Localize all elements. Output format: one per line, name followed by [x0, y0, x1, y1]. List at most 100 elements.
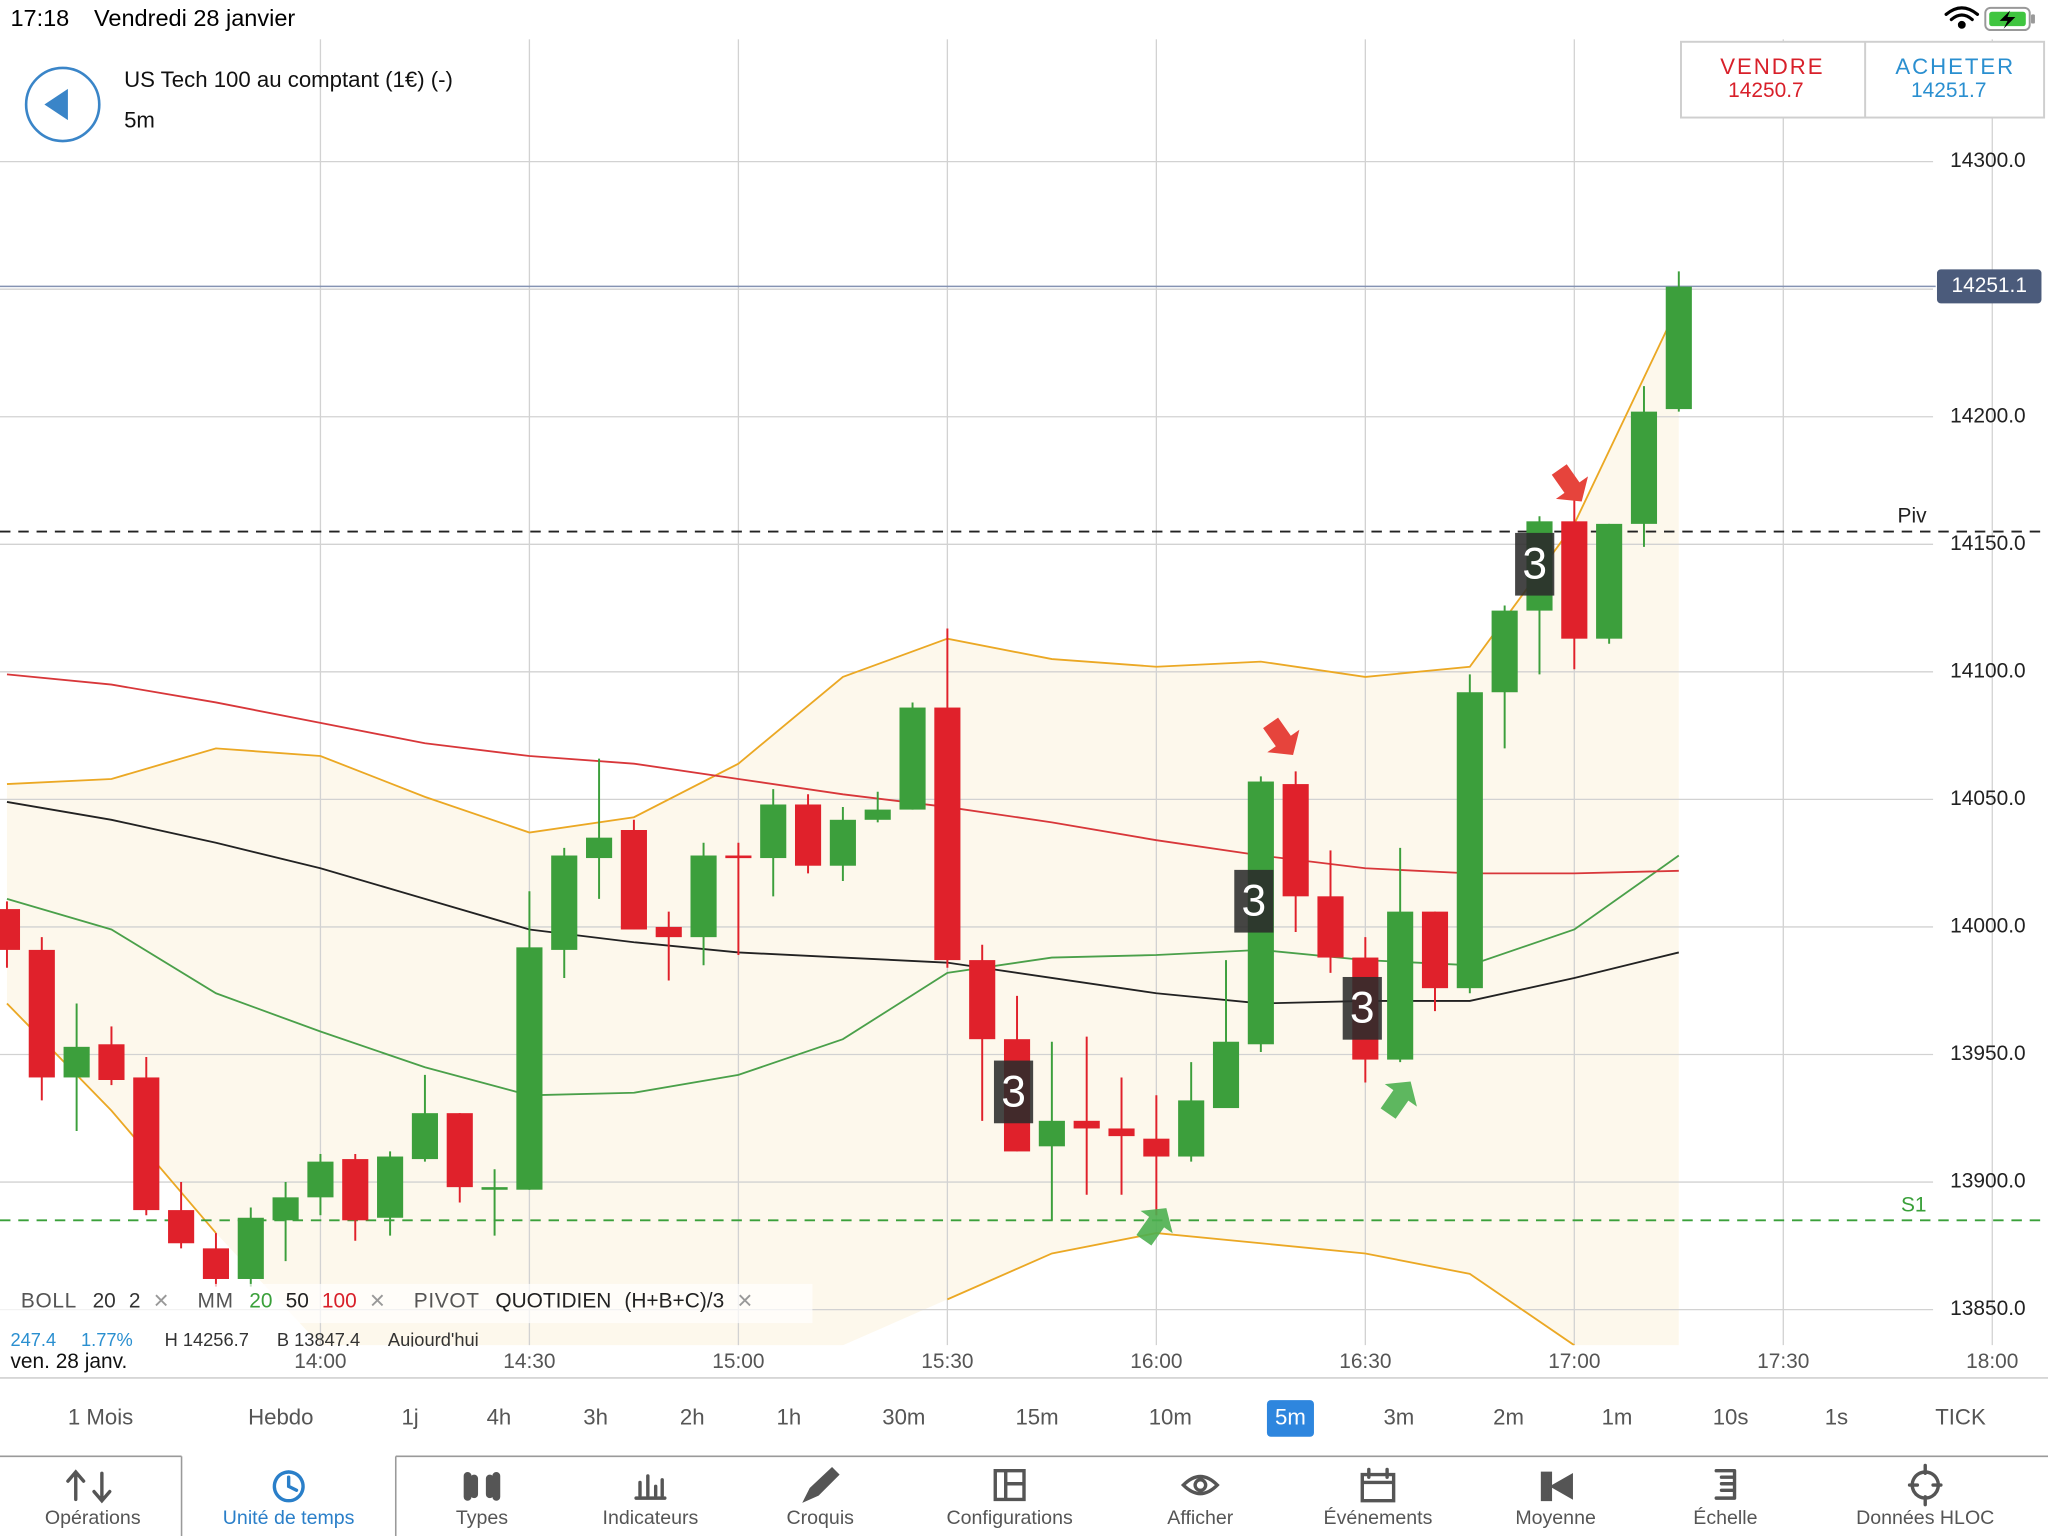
candle-body: [1561, 521, 1588, 639]
candle-body: [133, 1077, 160, 1211]
timeframe-button[interactable]: 30m: [882, 1404, 925, 1429]
overlay: 3 3 3 3 BOLL 20 2 × MM 20 50 100 × PIVOT QUOTIDIEN (H+B…: [0, 464, 1589, 1350]
timeframe-button[interactable]: 1s: [1825, 1404, 1848, 1429]
annotation-box: [1234, 869, 1274, 933]
candle-body: [1143, 1138, 1170, 1157]
current-price-box: [1936, 269, 2042, 304]
timeframe-bar: 1 Mois Hebdo 1j 4h 3h 2h 1h 30m 15m 10m 5m 3m 2m 1m 10…: [68, 1400, 1986, 1437]
toolbar-icon: [66, 1469, 112, 1504]
toolbar-icon: [802, 1467, 840, 1503]
y-tick-label: 14300.0: [1950, 149, 2025, 172]
timeframe-button[interactable]: Hebdo: [248, 1404, 313, 1429]
legend-close[interactable]: ×: [370, 1285, 385, 1315]
indicator-legend: BOLL 20 2 × MM 20 50 100 × PIVOT QUOTIDIEN (H+B+C)/…: [0, 1283, 813, 1324]
timeframe-button[interactable]: 1 Mois: [68, 1404, 133, 1429]
indicator-line: [6, 304, 1680, 834]
candle-body: [28, 949, 55, 1078]
candle-body: [516, 947, 543, 1190]
timeframe-button[interactable]: TICK: [1935, 1404, 1986, 1429]
toolbar-icon: [634, 1474, 667, 1500]
legend-close[interactable]: ×: [154, 1285, 169, 1315]
timeframe-button[interactable]: 1h: [777, 1404, 802, 1429]
annotation-label: 3: [1001, 1067, 1026, 1116]
timeframe-label: 1m: [1602, 1404, 1633, 1429]
toolbar-button[interactable]: Échelle: [1693, 1468, 1758, 1529]
toolbar-button[interactable]: Unité de temps: [223, 1470, 355, 1529]
x-tick-label: 17:00: [1548, 1350, 1600, 1373]
timeframe-label: 10m: [1149, 1404, 1192, 1429]
toolbar-icon: [463, 1471, 501, 1501]
toolbar-button[interactable]: Types: [456, 1471, 508, 1529]
candle-body: [237, 1217, 264, 1279]
y-tick-label: 13850.0: [1950, 1297, 2025, 1320]
timeframe-button[interactable]: 5m: [1266, 1400, 1314, 1437]
timeframe-button[interactable]: 2m: [1493, 1404, 1524, 1429]
annotation-label: 3: [1350, 984, 1375, 1033]
timeframe-button[interactable]: 4h: [487, 1404, 512, 1429]
x-tick-label: 16:00: [1130, 1350, 1182, 1373]
toolbar-button[interactable]: Données HLOC: [1856, 1463, 1994, 1529]
candle-body: [411, 1113, 438, 1160]
timeframe-button[interactable]: 3m: [1383, 1404, 1414, 1429]
toolbar-button[interactable]: Moyenne: [1515, 1471, 1596, 1529]
toolbar-button[interactable]: Afficher: [1167, 1474, 1234, 1530]
buy-arrow: [1380, 1081, 1417, 1119]
timeframe-label: 3h: [583, 1404, 608, 1429]
candle-body: [760, 804, 787, 859]
timeframe-button[interactable]: 2h: [680, 1404, 705, 1429]
y-tick-label: 14150.0: [1950, 532, 2025, 555]
y-tick-label: 13900.0: [1950, 1170, 2025, 1193]
toolbar-button[interactable]: Événements: [1324, 1467, 1433, 1529]
y-tick-label: 14100.0: [1950, 659, 2025, 682]
toolbar-icon: [993, 1468, 1026, 1502]
toolbar-label: Afficher: [1167, 1507, 1233, 1529]
x-tick-label: 15:00: [712, 1350, 764, 1373]
timeframe-label: 30m: [882, 1404, 925, 1429]
timeframe-button[interactable]: 10m: [1149, 1404, 1192, 1429]
candle-body: [934, 707, 961, 961]
timeframe-button[interactable]: 15m: [1015, 1404, 1058, 1429]
toolbar-button[interactable]: Opérations: [45, 1469, 141, 1529]
instrument-timeframe: 5m: [124, 107, 155, 132]
toolbar-frame: [0, 1455, 2048, 1536]
toolbar-label: Moyenne: [1515, 1507, 1596, 1529]
candle-body: [1421, 911, 1449, 989]
legend-param: 20: [93, 1290, 116, 1313]
toolbar-button[interactable]: Croquis: [787, 1467, 855, 1529]
candle-body: [690, 855, 717, 938]
candle-body: [307, 1161, 334, 1198]
candle-body: [202, 1248, 230, 1279]
candle-body: [551, 855, 578, 950]
annotation-label: 3: [1522, 540, 1547, 589]
toolbar-label: Unité de temps: [223, 1507, 355, 1529]
annotation-box: [993, 1060, 1034, 1124]
back-button[interactable]: [24, 66, 101, 143]
candle-body: [969, 960, 996, 1040]
legend-param: QUOTIDIEN: [495, 1290, 611, 1313]
legend-close[interactable]: ×: [737, 1285, 752, 1315]
x-tick-label: 15:30: [921, 1350, 973, 1373]
timeframe-button[interactable]: 1m: [1602, 1404, 1633, 1429]
toolbar-button[interactable]: Configurations: [947, 1468, 1073, 1529]
candle-body: [620, 830, 647, 930]
pivot-label: S1: [1901, 1193, 1927, 1216]
candle-body: [1212, 1041, 1240, 1109]
buy-label: ACHETER: [1895, 54, 2015, 79]
timeframe-button[interactable]: 1j: [401, 1404, 418, 1429]
timeframe-button[interactable]: 3h: [583, 1404, 608, 1429]
timeframe-button[interactable]: 10s: [1713, 1404, 1749, 1429]
plot: [0, 39, 2048, 1346]
candle-body: [1491, 610, 1518, 693]
toolbar-button[interactable]: Indicateurs: [603, 1474, 699, 1529]
info-value: 247.4: [10, 1329, 56, 1350]
info-value: H 14256.7: [165, 1329, 249, 1350]
timeframe-label: 4h: [487, 1404, 512, 1429]
candle-body: [829, 819, 856, 866]
instrument-name: US Tech 100 au comptant (1€) (-): [124, 67, 453, 92]
candle-body: [0, 909, 21, 950]
timeframe-label: TICK: [1935, 1404, 1986, 1429]
y-tick-label: 14200.0: [1950, 404, 2025, 427]
candle-body: [864, 809, 891, 820]
toolbar-label: Croquis: [787, 1507, 855, 1529]
timeframe-active-bg: [1266, 1400, 1314, 1437]
